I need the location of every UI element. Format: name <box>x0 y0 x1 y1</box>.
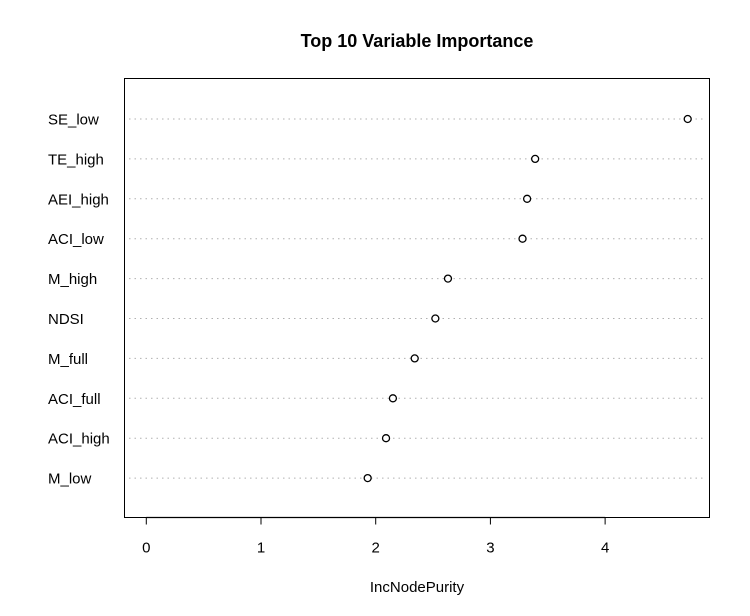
data-point <box>530 154 540 164</box>
chart-title: Top 10 Variable Importance <box>301 31 534 51</box>
category-label: SE_low <box>48 112 99 129</box>
category-labels: SE_low TE_high AEI_high ACI_low M_high NDSI M_… <box>48 112 110 488</box>
x-tick-label: 2 <box>372 540 380 557</box>
data-point <box>683 114 692 124</box>
data-point <box>388 394 398 403</box>
x-tick-label: 0 <box>142 540 150 557</box>
data-point <box>381 434 391 443</box>
data-point <box>522 194 532 203</box>
category-label: ACI_full <box>48 391 101 408</box>
category-label: NDSI <box>48 311 84 328</box>
category-label: M_low <box>48 471 92 488</box>
category-label: M_full <box>48 351 88 368</box>
data-point <box>363 473 372 483</box>
data-point <box>410 354 419 363</box>
gridlines <box>129 118 707 479</box>
plot-area-frame <box>124 78 710 518</box>
x-axis-label: IncNodePurity <box>370 579 465 596</box>
category-label: ACI_low <box>48 231 104 248</box>
data-point <box>431 314 440 323</box>
category-label: AEI_high <box>48 191 109 208</box>
data-points <box>363 114 692 483</box>
category-label: ACI_high <box>48 431 110 448</box>
data-point <box>443 274 453 283</box>
data-point <box>518 234 527 243</box>
category-label: TE_high <box>48 151 104 168</box>
x-tick-label: 3 <box>486 540 494 557</box>
x-axis: 0 1 2 3 4 <box>142 516 609 557</box>
x-tick-label: 1 <box>257 540 265 557</box>
x-tick-label: 4 <box>601 540 609 557</box>
category-label: M_high <box>48 271 97 288</box>
